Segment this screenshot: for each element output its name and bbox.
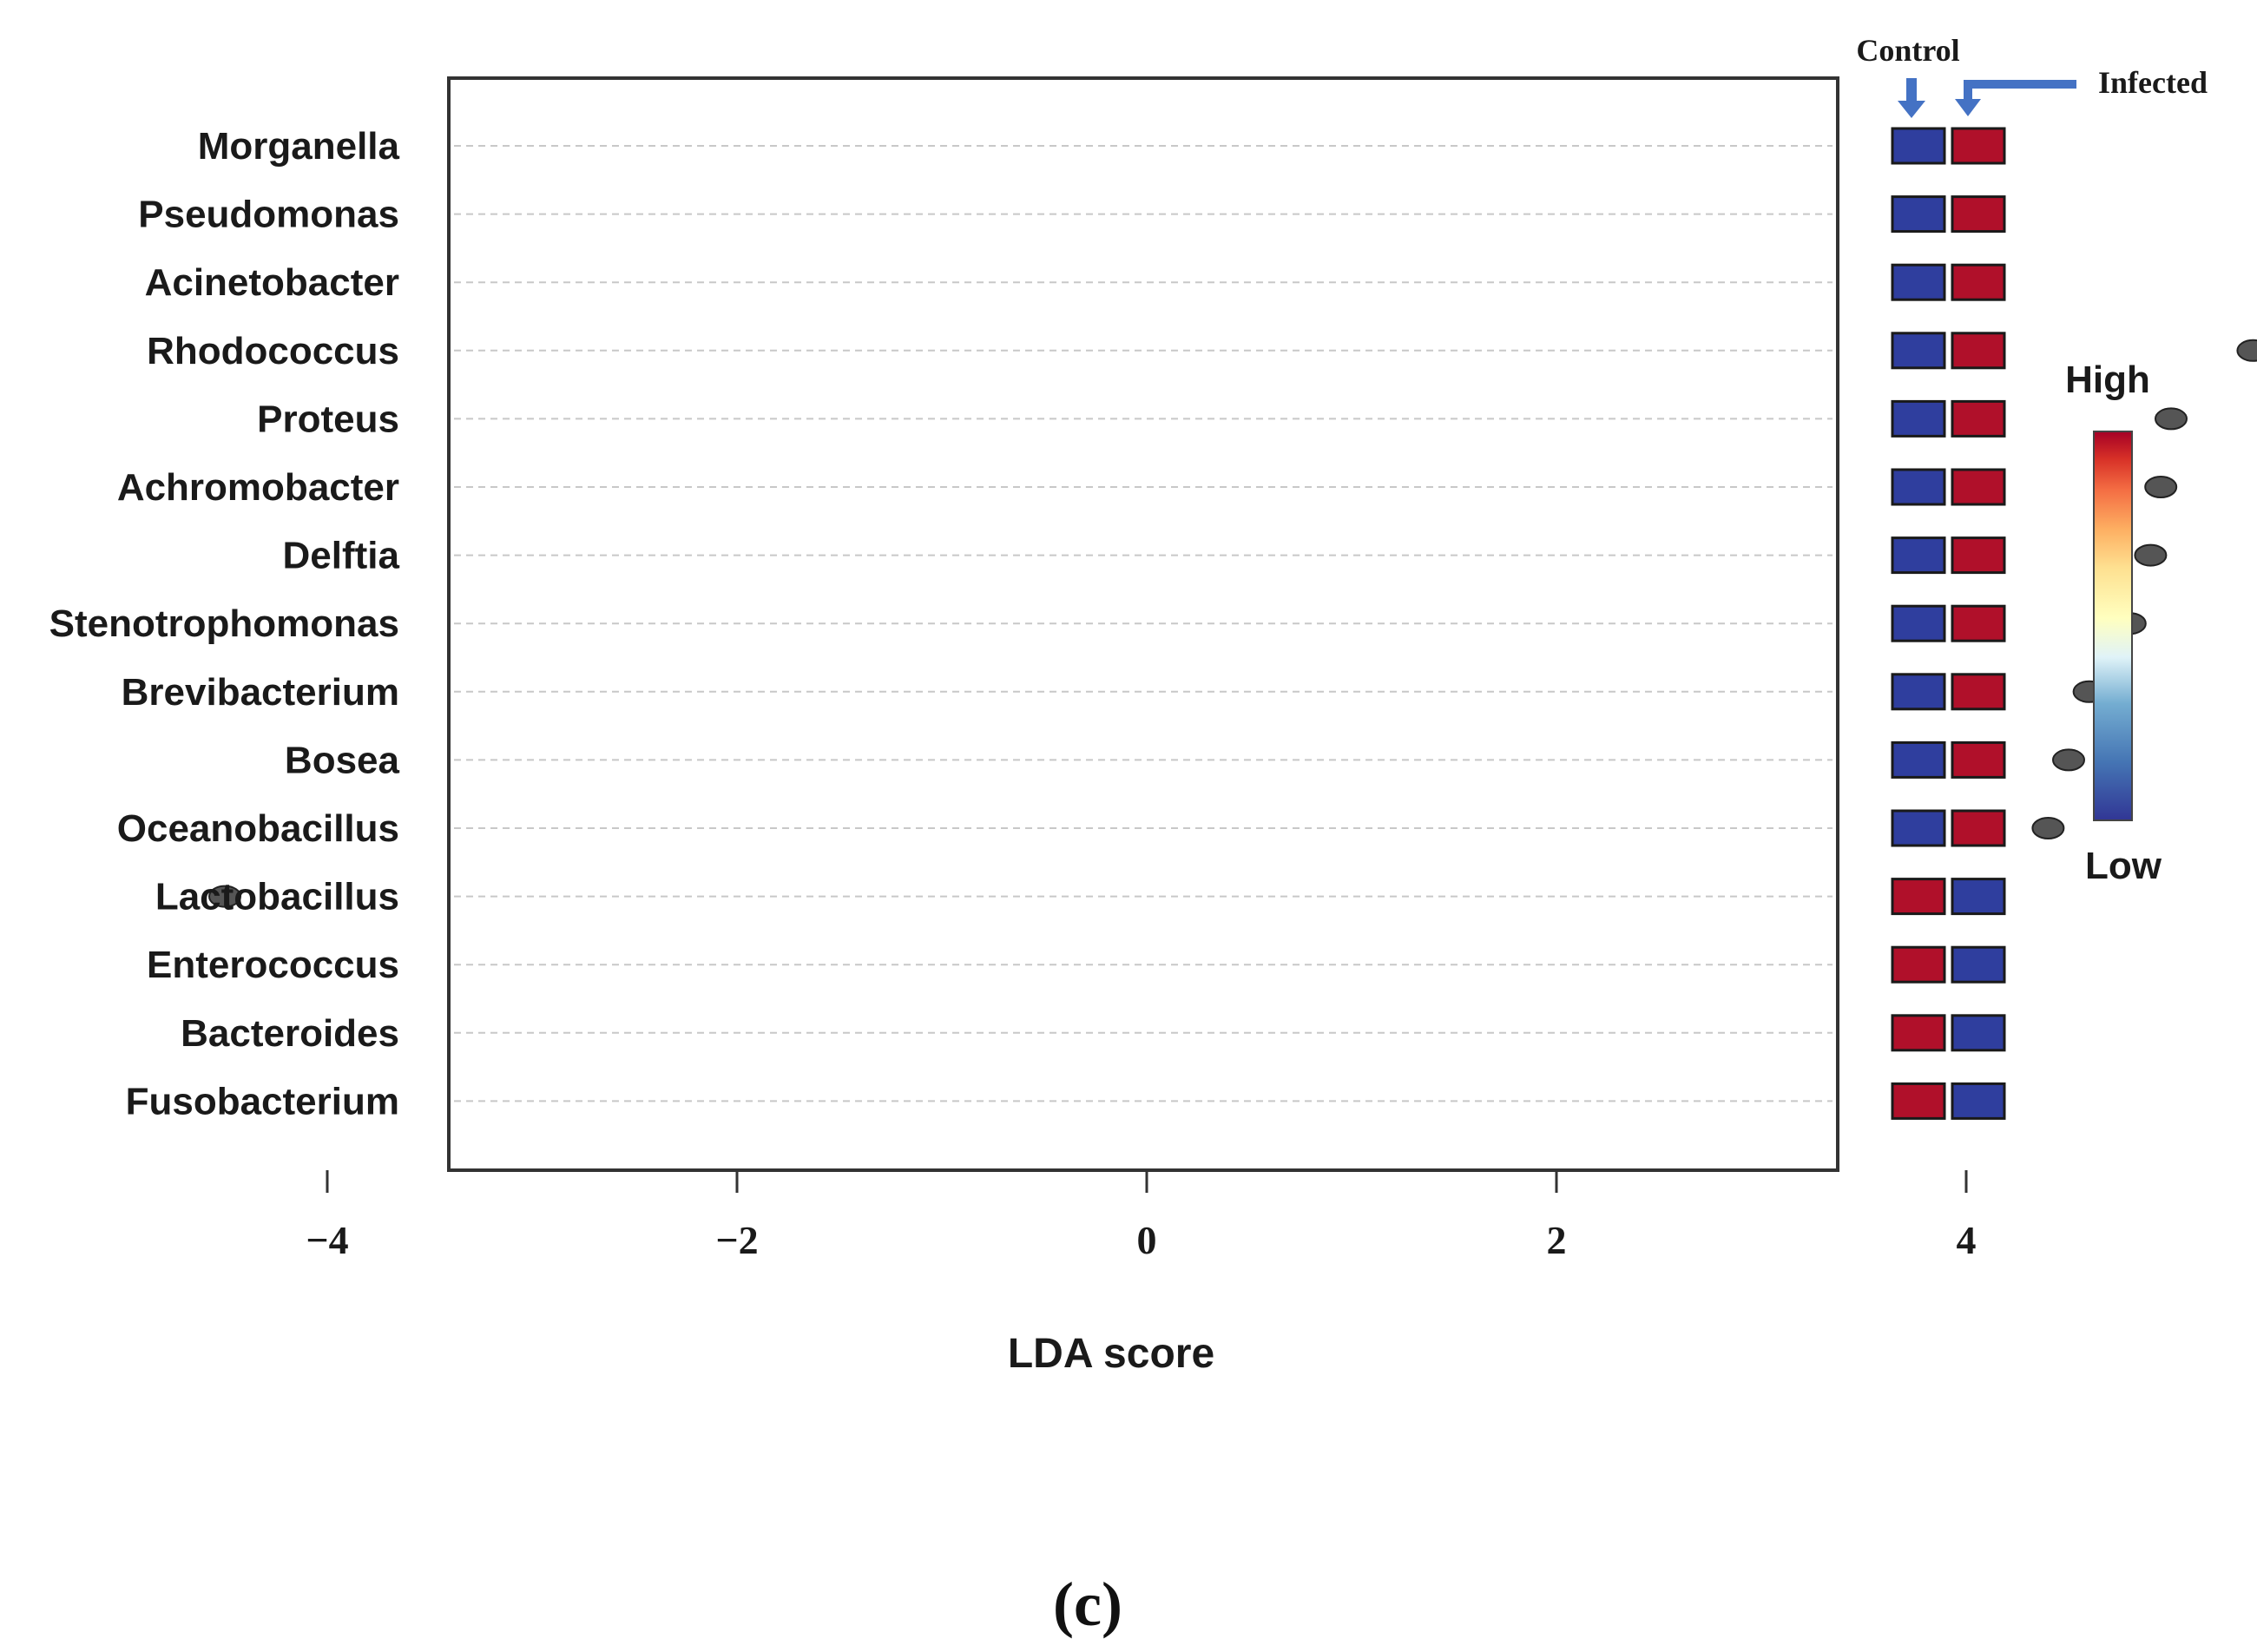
point-achromobacter (2144, 476, 2178, 498)
panel-label: (c) (1053, 1570, 1122, 1639)
taxon-labels: Morganella Pseudomonas Acinetobacter Rhodoc… (49, 125, 400, 1122)
taxon-label-oceanobacillus: Oceanobacillus (117, 807, 399, 850)
taxon-label-fusobacterium: Fusobacterium (126, 1080, 399, 1122)
plot-frame (447, 76, 1839, 1172)
taxon-label-enterococcus: Enterococcus (147, 944, 399, 986)
colorbar: High Low (2065, 359, 2162, 887)
heat-cell-proteus-control (1891, 399, 1946, 438)
heat-cell-achromobacter-infected (1951, 468, 2006, 506)
taxon-label-proteus: Proteus (257, 398, 399, 440)
taxon-label-bosea: Bosea (285, 739, 400, 781)
heat-cell-lactobacillus-control (1891, 878, 1946, 916)
infected-header: Infected (2098, 65, 2208, 100)
heat-cell-rhodococcus-control (1891, 332, 1946, 370)
x-tick-label: −2 (715, 1218, 758, 1262)
x-tick-label: 0 (1137, 1218, 1157, 1262)
heat-cell-oceanobacillus-infected (1951, 809, 2006, 847)
x-axis: −6−4−20246 (306, 1170, 1977, 1262)
heat-cell-rhodococcus-infected (1951, 332, 2006, 370)
heat-cell-enterococcus-control (1891, 945, 1946, 984)
group-headers: Control Infected (1856, 33, 2208, 118)
taxon-label-bacteroides: Bacteroides (181, 1012, 399, 1055)
heat-cell-delftia-control (1891, 536, 1946, 575)
taxon-label-brevibacterium: Brevibacterium (122, 671, 399, 714)
taxon-label-achromobacter: Achromobacter (117, 466, 399, 509)
heat-cell-acinetobacter-control (1891, 263, 1946, 301)
heat-cell-stenotrophomonas-infected (1951, 604, 2006, 642)
heat-cell-pseudomonas-infected (1951, 195, 2006, 234)
lda-points (208, 339, 2257, 908)
taxon-label-stenotrophomonas: Stenotrophomonas (49, 602, 399, 645)
taxon-label-delftia: Delftia (283, 535, 400, 577)
taxon-label-rhodococcus: Rhodococcus (147, 330, 399, 372)
heat-cell-bacteroides-control (1891, 1014, 1946, 1052)
heat-cell-fusobacterium-infected (1951, 1082, 2006, 1120)
heat-cell-pseudomonas-control (1891, 195, 1946, 234)
heat-cell-fusobacterium-control (1891, 1082, 1946, 1120)
heat-cell-delftia-infected (1951, 536, 2006, 575)
point-bosea (2052, 748, 2085, 772)
point-proteus (2155, 407, 2188, 431)
heat-cell-lactobacillus-infected (1951, 878, 2006, 916)
control-header: Control (1856, 33, 1959, 68)
colorbar-low-label: Low (2085, 845, 2162, 887)
heat-cell-morganella-control (1891, 127, 1946, 165)
heat-cell-bosea-infected (1951, 740, 2006, 779)
heat-cell-brevibacterium-infected (1951, 673, 2006, 711)
heat-cell-achromobacter-control (1891, 468, 1946, 506)
heat-cell-brevibacterium-control (1891, 673, 1946, 711)
point-rhodococcus (2236, 339, 2257, 362)
heat-cell-stenotrophomonas-control (1891, 604, 1946, 642)
heat-cell-acinetobacter-infected (1951, 263, 2006, 301)
taxon-label-pseudomonas: Pseudomonas (138, 194, 399, 236)
point-delftia (2134, 543, 2168, 567)
point-lactobacillus (208, 885, 241, 908)
gridlines (454, 145, 1833, 1102)
colorbar-high-label: High (2065, 359, 2150, 401)
heat-cell-bosea-control (1891, 740, 1946, 779)
heat-cell-enterococcus-infected (1951, 945, 2006, 984)
taxon-label-morganella: Morganella (198, 125, 400, 168)
point-oceanobacillus (2031, 817, 2065, 839)
colorbar-gradient (2093, 431, 2133, 821)
x-axis-label: LDA score (1008, 1331, 1214, 1377)
heat-cell-bacteroides-infected (1951, 1014, 2006, 1052)
heat-cell-proteus-infected (1951, 399, 2006, 438)
x-tick-label: 4 (1957, 1218, 1977, 1262)
taxon-label-lactobacillus: Lactobacillus (155, 876, 399, 918)
x-tick-label: 2 (1547, 1218, 1567, 1262)
control-arrow-icon (1898, 78, 1925, 118)
heat-cell-morganella-infected (1951, 127, 2006, 165)
abundance-heatmap (1891, 127, 2006, 1120)
infected-arrow-icon (1955, 80, 2076, 116)
taxon-label-acinetobacter: Acinetobacter (145, 261, 399, 304)
x-tick-label: −4 (306, 1218, 348, 1262)
heat-cell-oceanobacillus-control (1891, 809, 1946, 847)
